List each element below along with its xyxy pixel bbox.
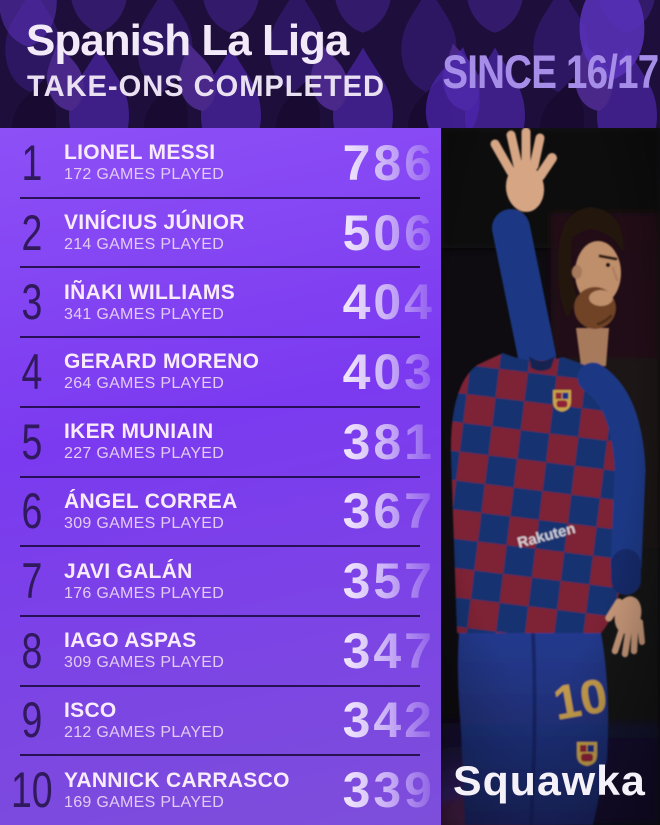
ranking-list: 1 LIONEL MESSI 172 GAMES PLAYED 786 2 VI… (0, 128, 441, 825)
takeons-value: 403 (342, 343, 435, 400)
player-name: JAVI GALÁN (64, 559, 193, 583)
takeons-value: 342 (342, 692, 435, 749)
player-info: ISCO 212 GAMES PLAYED (64, 698, 343, 741)
rank-number: 10 (11, 762, 53, 819)
rank-cell: 1 (0, 138, 64, 188)
games-played: 309 GAMES PLAYED (64, 514, 225, 532)
ranking-row: 3 IÑAKI WILLIAMS 341 GAMES PLAYED 404 (0, 266, 441, 337)
messi-photo: Rakuten (441, 128, 660, 825)
player-name: IÑAKI WILLIAMS (64, 280, 236, 304)
ranking-row: 10 YANNICK CARRASCO 169 GAMES PLAYED 339 (0, 754, 441, 825)
rank-cell: 8 (0, 626, 64, 676)
rank-number: 3 (21, 274, 43, 331)
rank-cell: 4 (0, 347, 64, 397)
takeons-value: 347 (342, 622, 435, 679)
header: Spanish La Liga TAKE-ONS COMPLETED SINCE… (0, 0, 660, 128)
player-name: IAGO ASPAS (64, 629, 197, 653)
ranking-row: 6 ÁNGEL CORREA 309 GAMES PLAYED 367 (0, 475, 441, 547)
ranking-row: 1 LIONEL MESSI 172 GAMES PLAYED 786 (0, 128, 441, 198)
rank-number: 5 (21, 413, 43, 470)
rank-number: 8 (21, 622, 43, 679)
player-info: IAGO ASPAS 309 GAMES PLAYED (64, 630, 343, 671)
player-info: JAVI GALÁN 176 GAMES PLAYED (64, 559, 343, 602)
takeons-value: 786 (342, 134, 435, 191)
rank-cell: 3 (0, 277, 64, 327)
games-played: 264 GAMES PLAYED (64, 375, 225, 393)
player-name: VINÍCIUS JÚNIOR (64, 211, 245, 235)
games-played: 214 GAMES PLAYED (64, 236, 225, 254)
ranking-row: 4 GERARD MORENO 264 GAMES PLAYED 403 (0, 336, 441, 407)
rank-cell: 10 (0, 765, 64, 815)
player-info: ÁNGEL CORREA 309 GAMES PLAYED (64, 489, 343, 532)
player-name: LIONEL MESSI (64, 141, 216, 165)
takeons-value: 381 (342, 413, 435, 470)
player-info: IÑAKI WILLIAMS 341 GAMES PLAYED (64, 280, 343, 323)
rank-cell: 7 (0, 556, 64, 606)
rank-number: 1 (21, 134, 43, 191)
player-name: IKER MUNIAIN (64, 420, 214, 444)
messi-photo-illustration: Rakuten (441, 128, 660, 825)
games-played: 341 GAMES PLAYED (64, 305, 225, 323)
flame-pattern-background (0, 0, 660, 128)
rank-cell: 2 (0, 208, 64, 258)
player-name: GERARD MORENO (64, 350, 260, 374)
player-info: IKER MUNIAIN 227 GAMES PLAYED (64, 421, 343, 462)
ranking-row: 8 IAGO ASPAS 309 GAMES PLAYED 347 (0, 614, 441, 686)
player-info: VINÍCIUS JÚNIOR 214 GAMES PLAYED (64, 211, 343, 254)
player-name: YANNICK CARRASCO (64, 768, 290, 792)
squawka-wordmark: Squawka (453, 757, 646, 804)
games-played: 172 GAMES PLAYED (64, 166, 225, 184)
ranking-row: 9 ISCO 212 GAMES PLAYED 342 (0, 684, 441, 756)
takeons-value: 357 (342, 553, 435, 610)
player-info: LIONEL MESSI 172 GAMES PLAYED (64, 142, 343, 183)
games-played: 169 GAMES PLAYED (64, 793, 225, 811)
rank-number: 7 (21, 553, 43, 610)
games-played: 227 GAMES PLAYED (64, 445, 225, 463)
takeons-value: 506 (342, 204, 435, 261)
page-subtitle: TAKE-ONS COMPLETED (27, 70, 386, 103)
rank-cell: 6 (0, 486, 64, 536)
rank-cell: 5 (0, 417, 64, 467)
rank-number: 2 (21, 204, 43, 261)
rank-number: 6 (21, 483, 43, 540)
ranking-row: 7 JAVI GALÁN 176 GAMES PLAYED 357 (0, 545, 441, 616)
games-played: 309 GAMES PLAYED (64, 654, 225, 672)
games-played: 176 GAMES PLAYED (64, 584, 225, 602)
rank-number: 9 (21, 692, 43, 749)
takeons-value: 367 (342, 483, 435, 540)
games-played: 212 GAMES PLAYED (64, 724, 225, 741)
takeons-value: 339 (342, 762, 435, 819)
rank-number: 4 (21, 343, 43, 400)
player-info: GERARD MORENO 264 GAMES PLAYED (64, 351, 343, 392)
ranking-row: 5 IKER MUNIAIN 227 GAMES PLAYED 381 (0, 405, 441, 477)
since-label: SINCE 16/17 (442, 45, 659, 98)
player-info: YANNICK CARRASCO 169 GAMES PLAYED (64, 768, 343, 811)
takeons-value: 404 (342, 274, 435, 331)
rank-cell: 9 (0, 695, 64, 745)
player-name: ISCO (64, 698, 117, 722)
ranking-row: 2 VINÍCIUS JÚNIOR 214 GAMES PLAYED 506 (0, 196, 441, 268)
page-title: Spanish La Liga (26, 16, 349, 65)
player-name: ÁNGEL CORREA (64, 489, 238, 513)
